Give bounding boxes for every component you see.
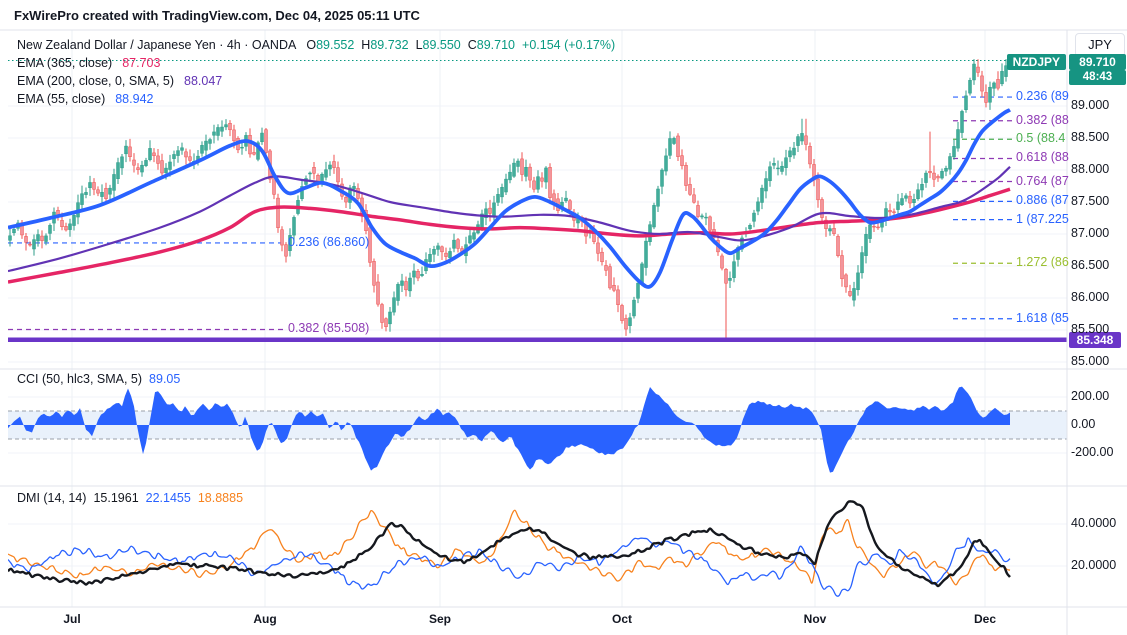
ema200-legend-row: EMA (200, close, 0, SMA, 5) 88.047	[17, 74, 223, 88]
close-value: 89.710	[476, 38, 516, 52]
currency-unit-button[interactable]: JPY	[1075, 33, 1125, 57]
plus-di-value: 22.1455	[145, 491, 191, 505]
dmi-legend-row: DMI (14, 14) 15.1961 22.1455 18.8885	[17, 491, 244, 505]
open-value: 89.552	[316, 38, 355, 52]
adx-value: 15.1961	[93, 491, 139, 505]
time-scale[interactable]	[0, 607, 1067, 635]
ema55-legend-row: EMA (55, close) 88.942	[17, 92, 154, 106]
high-value: 89.732	[370, 38, 409, 52]
symbol-title: New Zealand Dollar / Japanese Yen · 4h ·…	[17, 38, 297, 52]
ema365-value: 87.703	[122, 56, 161, 70]
watermark-header: FxWirePro created with TradingView.com, …	[14, 8, 420, 23]
ema55-value: 88.942	[115, 92, 154, 106]
price-scale[interactable]	[1067, 30, 1127, 607]
ema200-value: 88.047	[184, 74, 223, 88]
cci-value: 89.05	[149, 372, 181, 386]
bar-countdown-badge: 48:43	[1069, 70, 1126, 85]
support-level-badge: 85.348	[1069, 332, 1121, 348]
last-price-badge: 89.710	[1069, 54, 1126, 70]
symbol-name-badge: NZDJPY	[1006, 54, 1066, 70]
ema365-legend-row: EMA (365, close) 87.703	[17, 56, 161, 70]
low-value: 89.550	[422, 38, 461, 52]
change-value: +0.154 (+0.17%)	[522, 38, 616, 52]
cci-legend-row: CCI (50, hlc3, SMA, 5) 89.05	[17, 372, 181, 386]
minus-di-value: 18.8885	[197, 491, 244, 505]
symbol-legend-row: New Zealand Dollar / Japanese Yen · 4h ·…	[17, 38, 616, 52]
